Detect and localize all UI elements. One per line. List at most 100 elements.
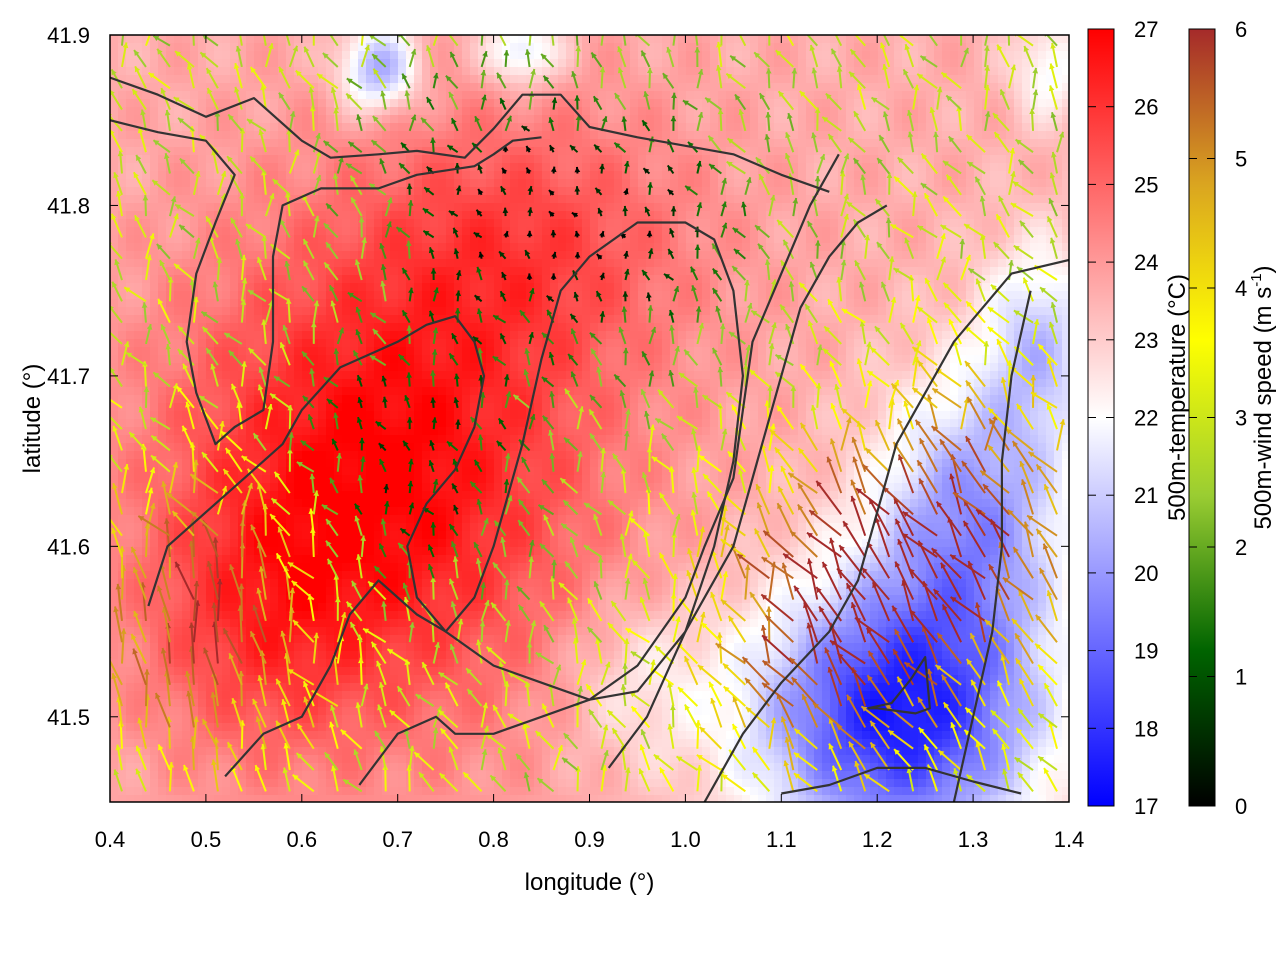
heatmap-cell — [238, 187, 247, 196]
heatmap-cell — [254, 467, 263, 476]
heatmap-cell — [494, 123, 503, 132]
heatmap-cell — [142, 459, 151, 468]
heatmap-cell — [390, 323, 399, 332]
heatmap-cell — [326, 147, 335, 156]
heatmap-cell — [222, 315, 231, 324]
heatmap-cell — [142, 443, 151, 452]
heatmap-cell — [382, 627, 391, 636]
heatmap-cell — [390, 267, 399, 276]
heatmap-cell — [486, 747, 495, 756]
heatmap-cell — [342, 411, 351, 420]
heatmap-cell — [206, 603, 215, 612]
heatmap-cell — [278, 459, 287, 468]
heatmap-cell — [126, 363, 135, 372]
heatmap-cell — [110, 331, 119, 340]
heatmap-cell — [118, 491, 127, 500]
heatmap-cell — [374, 699, 383, 708]
heatmap-cell — [334, 195, 343, 204]
heatmap-cell — [502, 603, 511, 612]
heatmap-cell — [174, 355, 183, 364]
heatmap-cell — [198, 163, 207, 172]
heatmap-cell — [110, 643, 119, 652]
heatmap-cell — [382, 379, 391, 388]
heatmap-cell — [390, 755, 399, 764]
heatmap-cell — [206, 131, 215, 140]
heatmap-cell — [510, 779, 519, 788]
heatmap-cell — [446, 459, 455, 468]
heatmap-cell — [206, 315, 215, 324]
heatmap-cell — [318, 627, 327, 636]
heatmap-cell — [246, 91, 255, 100]
heatmap-cell — [150, 131, 159, 140]
heatmap-cell — [254, 611, 263, 620]
heatmap-cell — [326, 587, 335, 596]
heatmap-cell — [510, 651, 519, 660]
heatmap-cell — [454, 707, 463, 716]
heatmap-cell — [518, 267, 527, 276]
heatmap-cell — [342, 203, 351, 212]
heatmap-cell — [422, 763, 431, 772]
heatmap-cell — [422, 243, 431, 252]
heatmap-cell — [174, 123, 183, 132]
heatmap-cell — [254, 347, 263, 356]
heatmap-cell — [406, 43, 415, 52]
heatmap-cell — [342, 667, 351, 676]
heatmap-cell — [350, 547, 359, 556]
heatmap-cell — [262, 171, 271, 180]
heatmap-cell — [430, 227, 439, 236]
heatmap-cell — [318, 523, 327, 532]
heatmap-cell — [462, 731, 471, 740]
heatmap-cell — [398, 387, 407, 396]
heatmap-cell — [454, 35, 463, 44]
heatmap-cell — [382, 443, 391, 452]
heatmap-cell — [190, 411, 199, 420]
heatmap-cell — [366, 259, 375, 268]
heatmap-cell — [326, 43, 335, 52]
heatmap-cell — [142, 451, 151, 460]
heatmap-cell — [222, 59, 231, 68]
heatmap-cell — [422, 339, 431, 348]
heatmap-cell — [494, 491, 503, 500]
heatmap-cell — [126, 747, 135, 756]
heatmap-cell — [174, 331, 183, 340]
heatmap-cell — [374, 571, 383, 580]
heatmap-cell — [342, 179, 351, 188]
heatmap-cell — [462, 331, 471, 340]
heatmap-cell — [142, 75, 151, 84]
heatmap-cell — [270, 187, 279, 196]
heatmap-cell — [286, 715, 295, 724]
heatmap-cell — [510, 699, 519, 708]
heatmap-cell — [134, 371, 143, 380]
heatmap-cell — [486, 547, 495, 556]
heatmap-cell — [270, 147, 279, 156]
heatmap-cell — [398, 611, 407, 620]
heatmap-cell — [342, 147, 351, 156]
heatmap-cell — [142, 131, 151, 140]
heatmap-cell — [462, 379, 471, 388]
heatmap-cell — [222, 75, 231, 84]
heatmap-cell — [110, 275, 119, 284]
heatmap-cell — [190, 787, 199, 796]
heatmap-cell — [350, 635, 359, 644]
heatmap-cell — [358, 283, 367, 292]
heatmap-cell — [214, 731, 223, 740]
heatmap-cell — [430, 579, 439, 588]
heatmap-cell — [166, 587, 175, 596]
heatmap-cell — [134, 179, 143, 188]
heatmap-cell — [190, 227, 199, 236]
heatmap-cell — [198, 147, 207, 156]
heatmap-cell — [510, 739, 519, 748]
heatmap-cell — [414, 275, 423, 284]
heatmap-cell — [358, 563, 367, 572]
heatmap-cell — [462, 587, 471, 596]
heatmap-cell — [358, 779, 367, 788]
heatmap-cell — [326, 683, 335, 692]
heatmap-cell — [302, 539, 311, 548]
heatmap-cell — [198, 131, 207, 140]
heatmap-cell — [326, 563, 335, 572]
heatmap-cell — [278, 115, 287, 124]
heatmap-cell — [326, 107, 335, 116]
heatmap-cell — [126, 563, 135, 572]
heatmap-cell — [438, 467, 447, 476]
heatmap-cell — [462, 651, 471, 660]
